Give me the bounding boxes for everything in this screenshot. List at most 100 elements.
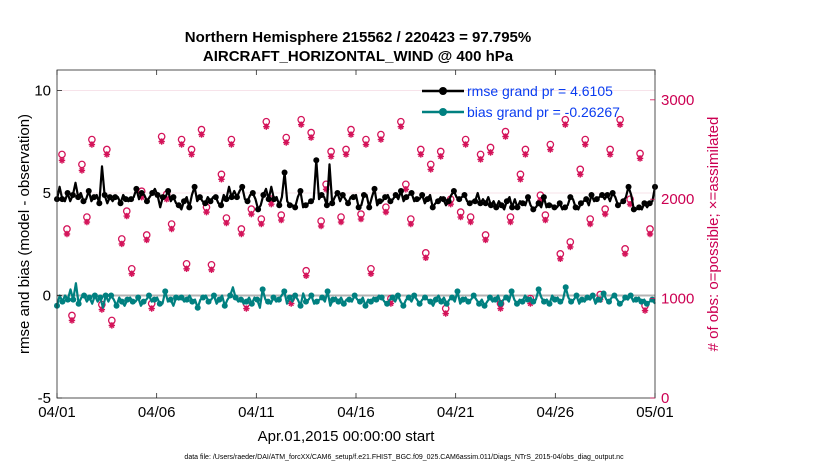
obs-assimilated-point bbox=[606, 151, 614, 158]
x-tick-label: 05/01 bbox=[636, 404, 674, 421]
obs-assimilated-point bbox=[263, 123, 270, 130]
bias-point bbox=[221, 302, 228, 309]
rmse-point bbox=[75, 194, 82, 201]
bias-point bbox=[562, 284, 569, 291]
rmse-point bbox=[128, 196, 135, 203]
rmse-point bbox=[376, 198, 383, 205]
bias-point bbox=[210, 292, 217, 299]
obs-assimilated-point bbox=[248, 210, 255, 218]
obs-assimilated-point bbox=[268, 200, 275, 208]
rmse-point bbox=[186, 204, 193, 211]
rmse-point bbox=[244, 198, 251, 205]
obs-assimilated-point bbox=[601, 210, 609, 218]
obs-assimilated-point bbox=[507, 218, 514, 226]
obs-assimilated-point bbox=[621, 250, 629, 258]
obs-assimilated-point bbox=[123, 212, 130, 220]
rmse-point bbox=[170, 194, 177, 201]
rmse-point bbox=[80, 198, 87, 205]
obs-assimilated-point bbox=[626, 200, 634, 208]
rmse-point bbox=[614, 202, 621, 209]
obs-assimilated-point bbox=[517, 176, 524, 183]
rmse-point bbox=[599, 192, 606, 199]
obs-assimilated-point bbox=[203, 208, 210, 216]
rmse-point bbox=[181, 198, 188, 205]
bias-point bbox=[568, 298, 575, 305]
rmse-point bbox=[218, 202, 225, 209]
obs-assimilated-point bbox=[457, 213, 464, 221]
rmse-point bbox=[461, 192, 468, 199]
y-axis-label: rmse and bias (model - observation) bbox=[16, 114, 33, 354]
rmse-point bbox=[281, 169, 288, 176]
bias-point bbox=[151, 296, 158, 303]
bias-point bbox=[454, 288, 461, 295]
y2-tick-label: 2000 bbox=[661, 191, 694, 208]
rmse-point bbox=[154, 192, 161, 199]
obs-assimilated-point bbox=[78, 167, 86, 174]
bias-point bbox=[573, 292, 580, 299]
obs-assimilated-point bbox=[188, 151, 195, 158]
rmse-point bbox=[223, 196, 230, 203]
rmse-point bbox=[191, 183, 198, 190]
bias-point bbox=[200, 294, 207, 301]
rmse-point bbox=[625, 183, 632, 190]
bias-point bbox=[75, 300, 82, 307]
bias-point bbox=[459, 296, 466, 303]
bias-point bbox=[286, 294, 293, 301]
legend-bias-label: bias grand pr = -0.26267 bbox=[467, 104, 620, 120]
rmse-point bbox=[450, 187, 457, 194]
rmse-point bbox=[408, 190, 415, 196]
bias-point bbox=[118, 298, 125, 305]
rmse-point bbox=[604, 192, 611, 199]
obs-assimilated-point bbox=[128, 270, 135, 277]
bias-point bbox=[340, 300, 347, 307]
rmse-point bbox=[466, 200, 473, 207]
bias-point bbox=[492, 296, 499, 303]
bias-point bbox=[367, 298, 374, 305]
rmse-point bbox=[519, 200, 526, 207]
obs-assimilated-point bbox=[118, 240, 125, 248]
bias-point bbox=[232, 294, 239, 301]
bias-point bbox=[302, 298, 309, 305]
rmse-point bbox=[265, 196, 272, 203]
bias-point bbox=[416, 300, 423, 307]
obs-assimilated-point bbox=[297, 121, 305, 128]
y-axis-ticks: -5 0 5 10 bbox=[34, 83, 62, 407]
rmse-point bbox=[323, 202, 330, 209]
obs-assimilated-point bbox=[547, 146, 554, 153]
obs-assimilated-markers bbox=[58, 121, 654, 329]
legend-rmse-label: rmse grand pr = 4.6105 bbox=[467, 83, 613, 99]
obs-assimilated-point bbox=[288, 300, 295, 307]
plot-area bbox=[57, 70, 655, 398]
bias-point bbox=[514, 300, 520, 307]
rmse-point bbox=[313, 157, 320, 164]
obs-assimilated-point bbox=[397, 123, 405, 130]
obs-assimilated-point bbox=[148, 305, 155, 312]
bias-point bbox=[595, 296, 602, 303]
rmse-point bbox=[588, 192, 595, 199]
rmse-point bbox=[96, 200, 103, 207]
rmse-point bbox=[292, 204, 299, 211]
bias-point bbox=[357, 298, 364, 305]
bias-point bbox=[384, 300, 391, 307]
bias-point bbox=[530, 298, 537, 305]
rmse-point bbox=[387, 198, 394, 205]
rmse-point bbox=[445, 198, 452, 205]
obs-assimilated-point bbox=[183, 265, 190, 272]
bias-point bbox=[643, 300, 650, 307]
y2-axis-ticks: 0 1000 2000 3000 bbox=[650, 92, 694, 407]
x-tick-label: 04/21 bbox=[437, 404, 475, 421]
bias-point bbox=[86, 294, 93, 301]
obs-assimilated-point bbox=[317, 222, 325, 230]
bias-point bbox=[189, 298, 196, 305]
obs-assimilated-point bbox=[58, 157, 66, 164]
bias-point bbox=[238, 296, 244, 303]
rmse-point bbox=[276, 202, 283, 209]
rmse-point bbox=[382, 194, 389, 201]
bias-point bbox=[422, 294, 428, 301]
rmse-point bbox=[302, 202, 309, 209]
obs-assimilated-point bbox=[537, 197, 544, 204]
obs-assimilated-point bbox=[442, 310, 449, 317]
obs-assimilated-point bbox=[367, 270, 375, 277]
rmse-point bbox=[355, 204, 362, 211]
bias-point bbox=[557, 298, 564, 305]
